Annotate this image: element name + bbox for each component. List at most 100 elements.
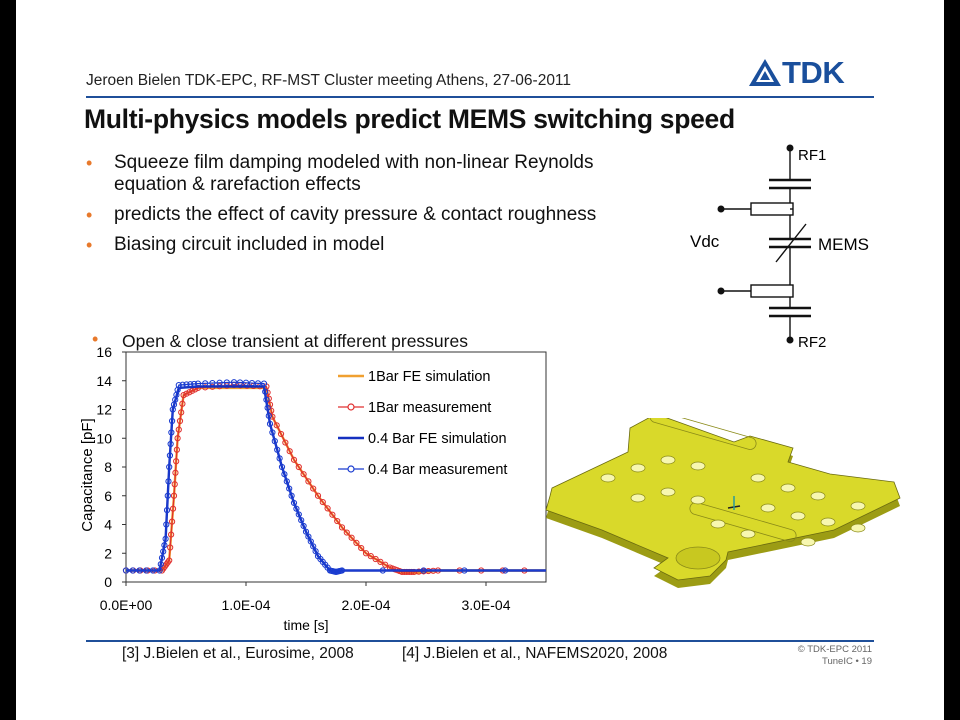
data-point <box>165 478 172 485</box>
data-point <box>166 452 174 459</box>
data-point <box>307 538 314 545</box>
data-point <box>420 567 427 574</box>
data-point <box>129 567 136 574</box>
data-point <box>329 511 336 518</box>
data-point <box>283 478 290 485</box>
y-tick-label: 16 <box>96 344 112 360</box>
data-point <box>382 561 389 568</box>
bullet-icon: • <box>86 153 93 173</box>
y-tick-label: 6 <box>104 488 112 504</box>
tdk-logo-text: TDK <box>782 55 845 90</box>
bullet-text: Biasing circuit included in model <box>114 234 385 255</box>
data-point <box>269 429 276 436</box>
data-point <box>175 381 182 389</box>
bullet-text: equation & rarefaction effects <box>114 174 361 195</box>
y-tick-label: 2 <box>104 545 112 561</box>
data-point <box>305 478 312 485</box>
data-point <box>202 380 209 387</box>
data-point <box>168 531 175 538</box>
data-point <box>254 380 262 387</box>
page-title: Multi-physics models predict MEMS switch… <box>84 104 735 134</box>
data-point <box>263 396 270 403</box>
data-point <box>164 492 171 499</box>
data-point <box>168 417 176 425</box>
data-point <box>305 533 312 540</box>
data-point <box>290 456 298 463</box>
data-point <box>295 511 302 518</box>
data-point <box>168 518 176 525</box>
data-point <box>183 390 190 397</box>
rf2-label: RF2 <box>798 334 826 351</box>
plot-area <box>125 351 547 583</box>
x-axis-label: time [s] <box>283 617 328 633</box>
y-tick-label: 14 <box>96 373 112 389</box>
data-point <box>180 392 187 399</box>
data-point <box>168 429 175 436</box>
tdk-logo-icon <box>749 59 781 86</box>
data-point <box>300 471 307 478</box>
data-point <box>194 380 202 387</box>
copyright-text: © TDK-EPC 2011 <box>797 644 872 655</box>
data-point <box>298 517 305 524</box>
header-text: Jeroen Bielen TDK-EPC, RF-MST Cluster me… <box>86 72 572 89</box>
data-point <box>179 381 186 388</box>
data-point <box>278 463 286 471</box>
sub-bullet: • Open & close transient at different pr… <box>92 329 468 352</box>
rf1-label: RF1 <box>798 147 826 164</box>
data-point <box>334 517 341 525</box>
y-tick-label: 8 <box>104 459 112 475</box>
page-number: TuneIC • 19 <box>822 656 872 667</box>
header-rule <box>86 96 874 98</box>
data-point <box>166 463 173 471</box>
data-point <box>183 381 190 388</box>
data-point <box>143 567 150 574</box>
data-point <box>312 548 319 555</box>
data-point <box>277 430 285 438</box>
data-point <box>260 380 268 387</box>
data-point <box>273 422 280 429</box>
x-tick-label: 2.0E-04 <box>341 597 390 613</box>
data-point <box>172 469 179 476</box>
data-point <box>171 481 178 488</box>
data-point <box>362 550 370 557</box>
data-point <box>348 534 355 541</box>
bullet-item: • Biasing circuit included in model <box>84 234 684 256</box>
data-point <box>187 381 194 388</box>
legend-label: 0.4 Bar measurement <box>368 462 507 478</box>
vdc-label: Vdc <box>690 232 720 251</box>
data-point <box>367 553 374 560</box>
bullet-icon: • <box>86 205 93 225</box>
data-point <box>158 554 166 561</box>
biasing-circuit-diagram: RF1 RF2 Vdc MEMS <box>690 144 869 351</box>
data-point <box>170 492 178 499</box>
data-point <box>461 567 468 574</box>
data-point <box>276 455 283 462</box>
data-point <box>358 544 365 552</box>
y-tick-label: 0 <box>104 574 112 590</box>
y-tick-label: 10 <box>96 430 112 446</box>
data-point <box>293 505 300 512</box>
data-point <box>502 567 509 574</box>
data-point <box>163 507 171 514</box>
data-point <box>377 558 384 565</box>
capacitance-transient-chart: 0 2 4 6 8 10 12 14 16 0.0E+00 1.0E-04 2.0E-04 3.0E-0… <box>79 344 547 633</box>
tdk-logo: TDK <box>748 55 878 90</box>
data-point <box>163 521 170 528</box>
data-point <box>176 417 184 425</box>
data-point <box>290 499 298 507</box>
data-point <box>271 438 278 445</box>
data-point <box>216 379 223 386</box>
data-point <box>173 458 180 465</box>
data-point <box>343 529 350 536</box>
data-point <box>173 446 180 453</box>
bullet-item: • Squeeze film damping modeled with non-… <box>84 152 684 196</box>
data-point <box>169 505 177 512</box>
slide: Jeroen Bielen TDK-EPC, RF-MST Cluster me… <box>16 0 944 720</box>
data-point <box>166 557 173 564</box>
bullet-text: predicts the effect of cavity pressure &… <box>114 204 597 225</box>
bullet-icon: • <box>86 235 93 255</box>
data-point <box>156 567 163 574</box>
legend-label: 1Bar measurement <box>368 400 491 416</box>
data-point <box>319 498 326 506</box>
data-point <box>379 567 386 574</box>
